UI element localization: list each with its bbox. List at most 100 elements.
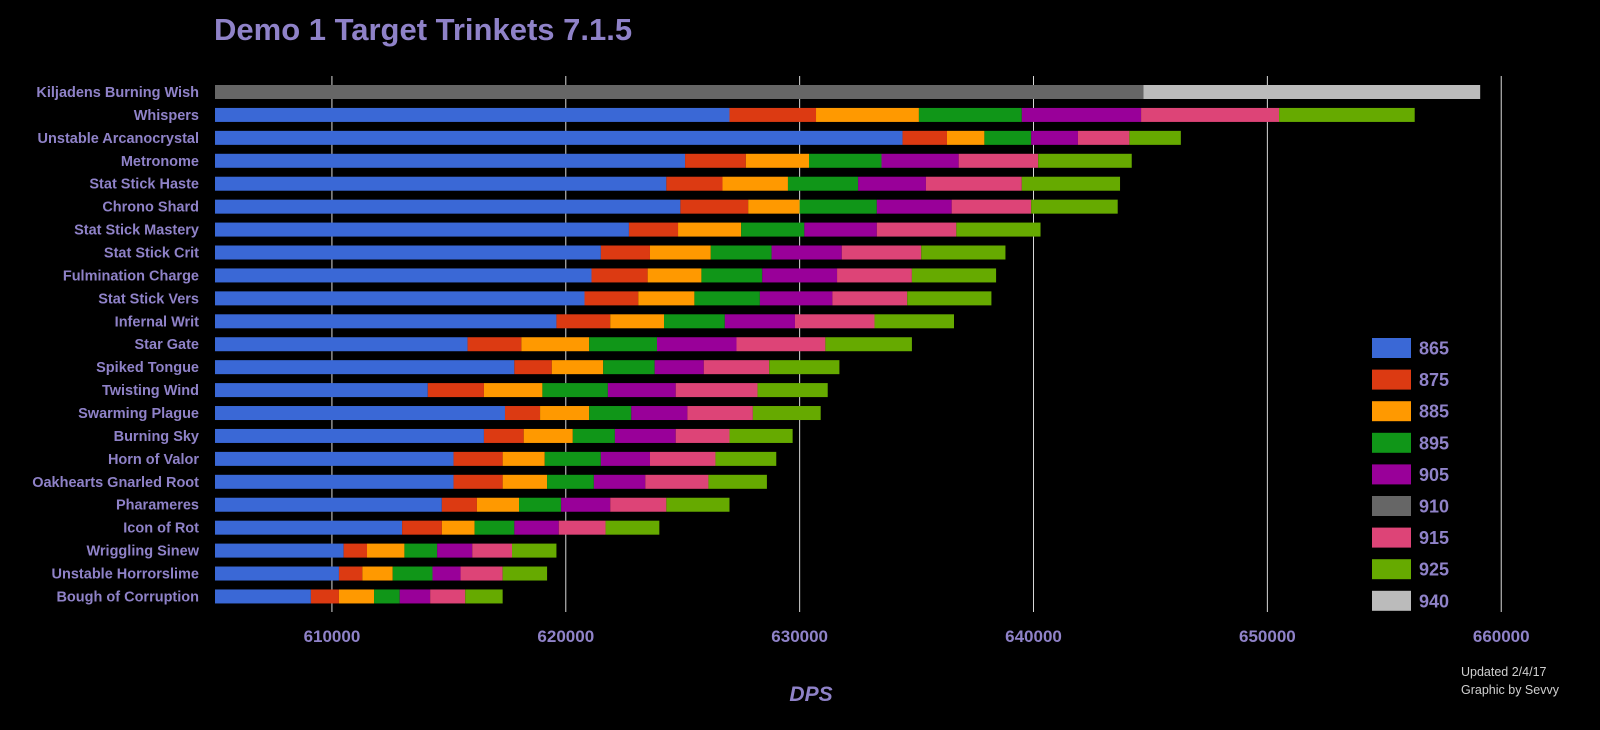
bar-stat-stick-crit-865	[215, 245, 601, 260]
bar-icon-of-rot-895	[474, 520, 515, 535]
bar-unstable-arcanocrystal-865	[215, 130, 903, 145]
bar-unstable-horrorslime-915	[460, 566, 503, 581]
bar-icon-of-rot-865	[215, 520, 403, 535]
bar-stat-stick-haste-925	[1021, 176, 1121, 191]
bar-horn-of-valor-915	[649, 451, 716, 466]
bar-stat-stick-mastery-905	[804, 222, 877, 237]
category-label: Unstable Arcanocrystal	[38, 131, 199, 147]
legend-swatch-910	[1372, 496, 1411, 516]
legend-label-915: 915	[1419, 528, 1449, 548]
bar-stat-stick-crit-915	[841, 245, 922, 260]
bar-icon-of-rot-875	[402, 520, 442, 535]
bar-icon-of-rot-925	[605, 520, 660, 535]
bar-horn-of-valor-905	[600, 451, 650, 466]
bar-infernal-writ-895	[664, 314, 725, 329]
bar-chrono-shard-925	[1031, 199, 1118, 214]
bar-icon-of-rot-915	[558, 520, 606, 535]
legend-swatch-940	[1372, 590, 1411, 611]
bar-oakhearts-gnarled-root-905	[593, 474, 646, 489]
bar-metronome-925	[1038, 153, 1132, 168]
bar-whispers-905	[1021, 107, 1142, 122]
bar-chrono-shard-915	[951, 199, 1032, 214]
bar-stat-stick-vers-905	[759, 291, 833, 306]
bar-stat-stick-crit-875	[600, 245, 650, 260]
category-label: Stat Stick Mastery	[74, 223, 199, 239]
chart-footer: Updated 2/4/17 Graphic by Sevvy	[1461, 663, 1559, 699]
category-label: Pharameres	[116, 498, 199, 514]
legend-swatch-875	[1372, 369, 1411, 390]
bar-metronome-875	[685, 153, 746, 168]
bar-metronome-915	[958, 153, 1039, 168]
bar-twisting-wind-875	[427, 383, 484, 398]
bar-swarming-plague-925	[752, 406, 821, 421]
bar-oakhearts-gnarled-root-915	[645, 474, 709, 489]
bar-fulmination-charge-915	[837, 268, 912, 283]
x-tick-label: 660000	[1473, 627, 1530, 646]
bar-stat-stick-crit-905	[771, 245, 842, 260]
bar-unstable-arcanocrystal-885	[946, 130, 985, 145]
bar-wriggling-sinew-875	[343, 543, 368, 558]
x-tick-label: 620000	[537, 627, 594, 646]
bar-burning-sky-865	[215, 428, 484, 443]
bar-stat-stick-vers-915	[832, 291, 908, 306]
bar-burning-sky-915	[675, 428, 730, 443]
bar-chrono-shard-865	[215, 199, 681, 214]
bar-fulmination-charge-925	[911, 268, 997, 283]
category-label: Twisting Wind	[102, 383, 199, 399]
legend-swatch-915	[1372, 527, 1411, 548]
bar-stat-stick-haste-885	[722, 176, 788, 191]
bar-star-gate-885	[521, 337, 590, 352]
chart-title: Demo 1 Target Trinkets 7.1.5	[214, 12, 633, 47]
bar-whispers-875	[729, 107, 817, 122]
category-label: Icon of Rot	[123, 521, 199, 537]
bar-star-gate-865	[215, 337, 468, 352]
bar-twisting-wind-915	[675, 383, 758, 398]
legend-swatch-895	[1372, 432, 1411, 453]
legend-swatch-865	[1372, 338, 1411, 358]
legend-label-865: 865	[1419, 339, 1449, 359]
bar-oakhearts-gnarled-root-925	[708, 474, 767, 489]
bar-oakhearts-gnarled-root-875	[453, 474, 503, 489]
legend-label-925: 925	[1419, 560, 1449, 580]
bar-wriggling-sinew-905	[437, 543, 473, 558]
bar-burning-sky-875	[483, 428, 524, 443]
bar-unstable-arcanocrystal-875	[902, 130, 947, 145]
category-label: Unstable Horrorslime	[52, 567, 199, 583]
bar-chrono-shard-895	[799, 199, 877, 214]
bar-infernal-writ-865	[215, 314, 557, 329]
bar-oakhearts-gnarled-root-885	[502, 474, 548, 489]
bar-stat-stick-haste-915	[925, 176, 1022, 191]
x-tick-label: 610000	[304, 627, 361, 646]
bar-swarming-plague-905	[631, 406, 688, 421]
bar-twisting-wind-925	[757, 383, 828, 398]
bar-unstable-arcanocrystal-905	[1031, 130, 1078, 145]
x-axis-title: DPS	[789, 683, 832, 706]
bar-unstable-arcanocrystal-915	[1077, 130, 1130, 145]
bar-burning-sky-925	[729, 428, 793, 443]
bar-bough-of-corruption-885	[338, 589, 375, 604]
bar-burning-sky-885	[523, 428, 573, 443]
bar-chrono-shard-905	[876, 199, 952, 214]
bar-bough-of-corruption-915	[430, 589, 466, 604]
bar-metronome-905	[881, 153, 959, 168]
credit-note: Graphic by Sevvy	[1461, 683, 1559, 697]
bar-wriggling-sinew-865	[215, 543, 344, 558]
bar-whispers-915	[1141, 107, 1280, 122]
bar-star-gate-925	[825, 337, 912, 352]
bar-metronome-865	[215, 153, 686, 168]
legend-label-940: 940	[1419, 591, 1449, 611]
bar-kiljadens-burning-wish-910	[215, 85, 1144, 99]
bar-infernal-writ-915	[794, 314, 875, 329]
bar-swarming-plague-895	[589, 406, 632, 421]
bar-oakhearts-gnarled-root-865	[215, 474, 454, 489]
category-label: Star Gate	[135, 337, 199, 353]
bar-stat-stick-haste-875	[666, 176, 723, 191]
bar-icon-of-rot-885	[441, 520, 475, 535]
bar-oakhearts-gnarled-root-895	[547, 474, 594, 489]
category-label: Stat Stick Crit	[104, 246, 199, 262]
bar-swarming-plague-865	[215, 406, 505, 421]
bar-unstable-horrorslime-905	[432, 566, 461, 581]
bar-spiked-tongue-895	[603, 360, 655, 375]
bar-stat-stick-mastery-925	[956, 222, 1041, 237]
bar-fulmination-charge-885	[647, 268, 702, 283]
